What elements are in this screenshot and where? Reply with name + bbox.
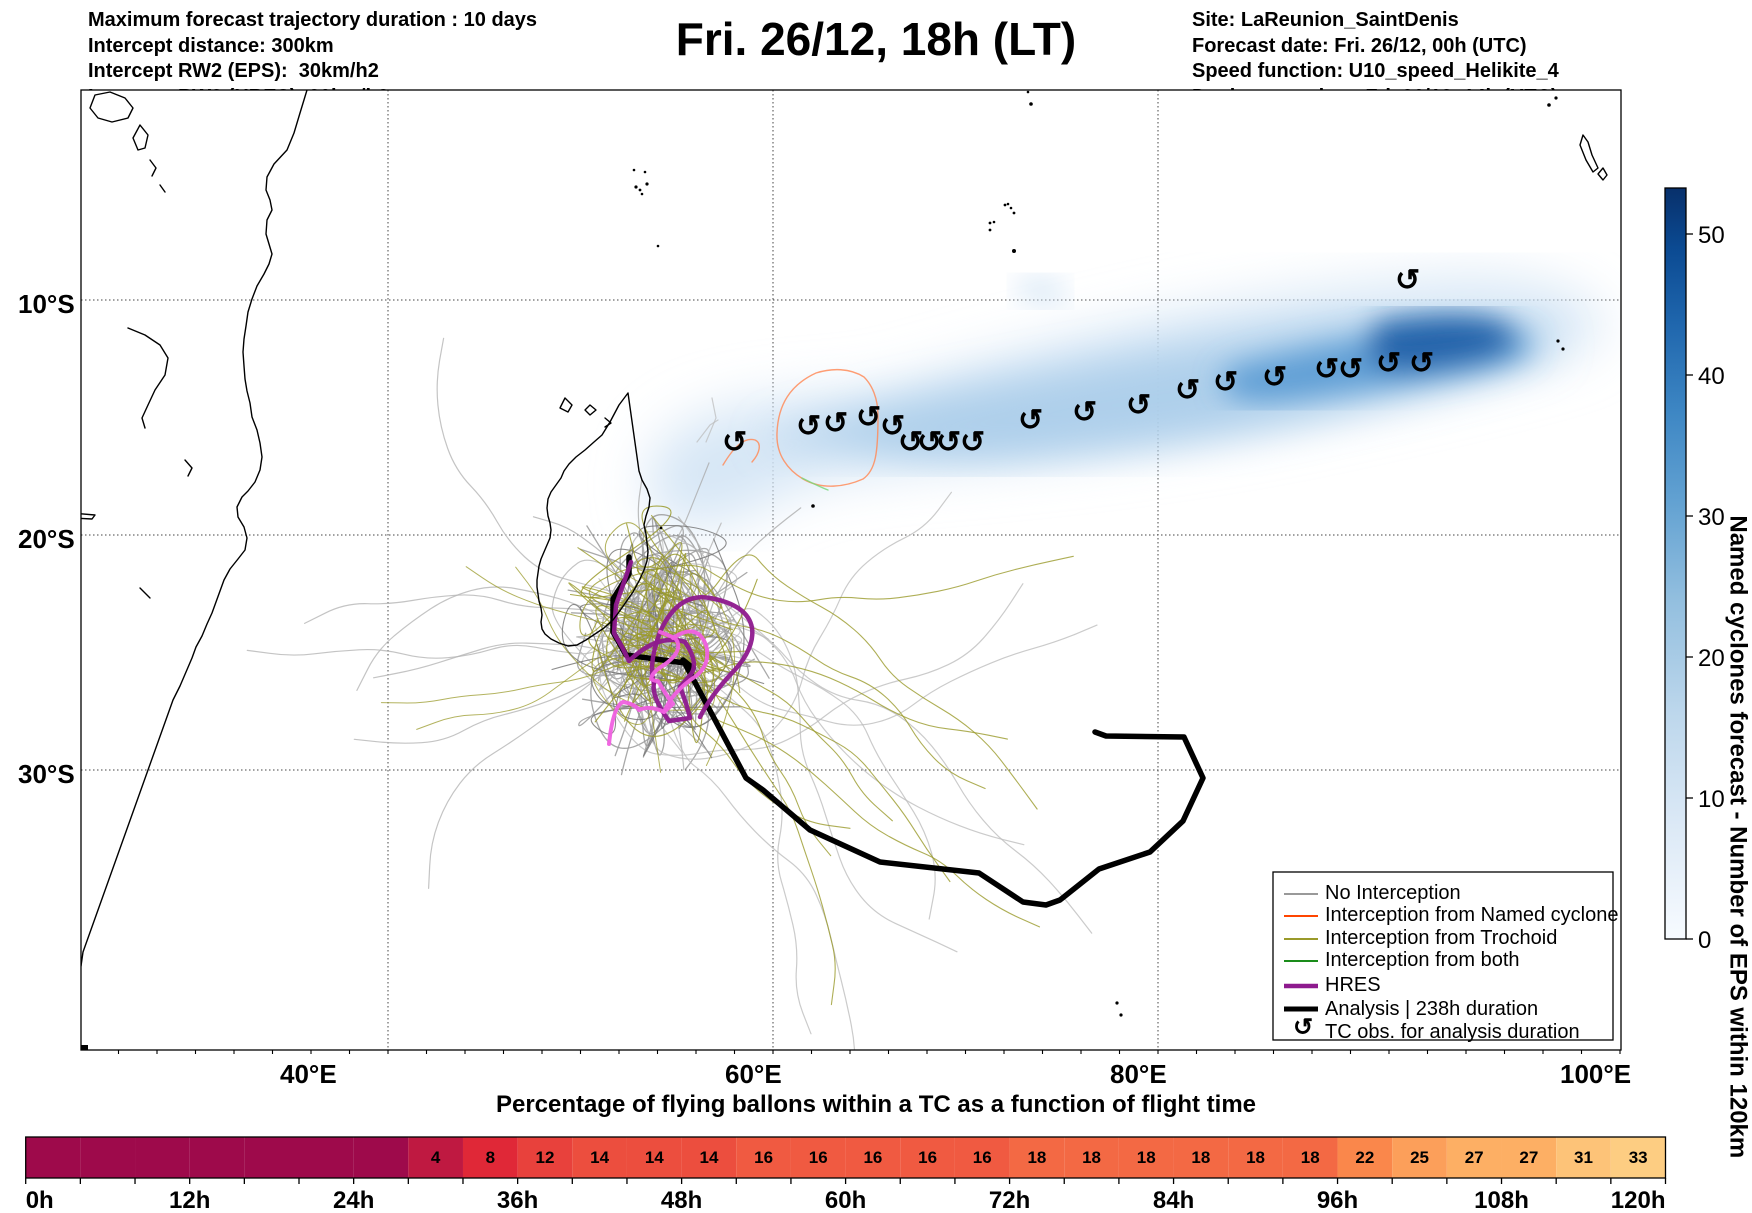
svg-text:16: 16 (754, 1148, 773, 1167)
svg-text:14: 14 (699, 1148, 718, 1167)
svg-text:16: 16 (863, 1148, 882, 1167)
svg-text:18: 18 (1027, 1148, 1046, 1167)
svg-text:18: 18 (1191, 1148, 1210, 1167)
svg-text:14: 14 (645, 1148, 664, 1167)
svg-text:12: 12 (536, 1148, 555, 1167)
svg-text:27: 27 (1465, 1148, 1484, 1167)
svg-text:4: 4 (431, 1148, 441, 1167)
svg-text:18: 18 (1082, 1148, 1101, 1167)
svg-text:14: 14 (590, 1148, 609, 1167)
svg-text:33: 33 (1629, 1148, 1648, 1167)
svg-text:16: 16 (918, 1148, 937, 1167)
svg-text:27: 27 (1519, 1148, 1538, 1167)
svg-text:16: 16 (973, 1148, 992, 1167)
svg-text:31: 31 (1574, 1148, 1593, 1167)
svg-text:18: 18 (1137, 1148, 1156, 1167)
svg-text:8: 8 (486, 1148, 495, 1167)
svg-text:25: 25 (1410, 1148, 1429, 1167)
svg-text:18: 18 (1301, 1148, 1320, 1167)
svg-text:22: 22 (1355, 1148, 1374, 1167)
svg-text:18: 18 (1246, 1148, 1265, 1167)
svg-text:16: 16 (809, 1148, 828, 1167)
